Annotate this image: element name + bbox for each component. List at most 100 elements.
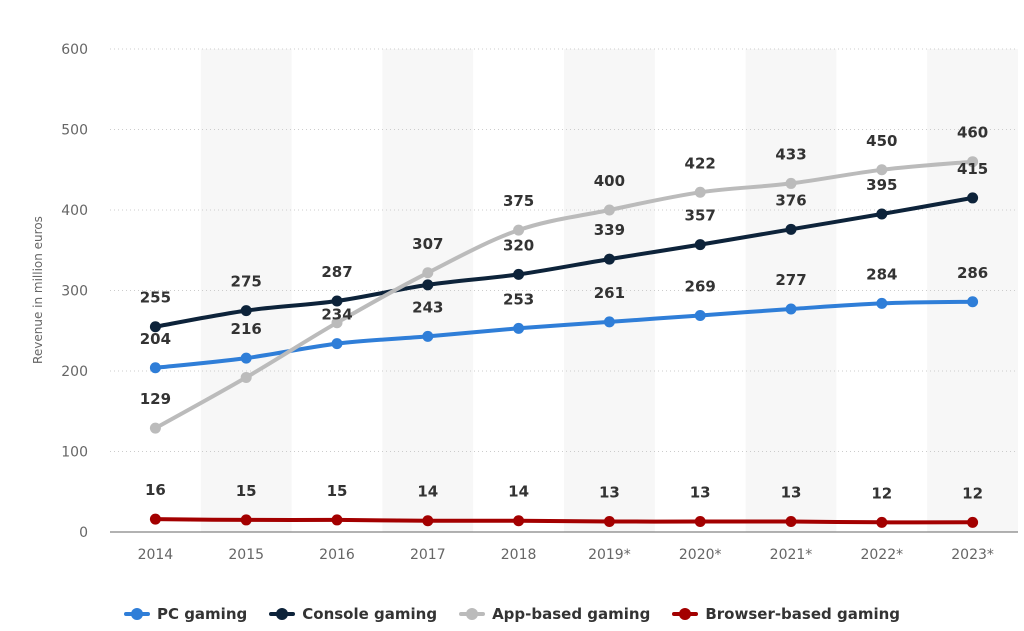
y-axis-ticks: 0 100 200 300 400 500 600 — [61, 42, 88, 541]
legend-item[interactable]: Console gaming — [269, 605, 437, 623]
series-group — [149, 156, 979, 434]
data-label: 287 — [321, 263, 352, 281]
data-point[interactable] — [967, 156, 979, 168]
data-label: 433 — [775, 145, 806, 163]
y-tick-label: 200 — [61, 364, 88, 380]
legend-swatch — [672, 607, 699, 621]
y-tick-label: 600 — [61, 42, 88, 58]
series-group — [149, 192, 979, 333]
series-line — [153, 517, 975, 525]
data-label: 12 — [871, 484, 892, 502]
y-axis-title: Revenue in million euros — [31, 216, 45, 364]
series-line — [153, 159, 975, 431]
data-point[interactable] — [331, 514, 343, 526]
x-axis-ticks: 2014 2015 2016 2017 2018 2019* 2020* 2021* 2022*… — [138, 547, 994, 563]
data-point[interactable] — [240, 371, 252, 383]
data-point[interactable] — [331, 295, 343, 307]
data-label: 375 — [503, 192, 534, 210]
data-point[interactable] — [513, 322, 525, 334]
data-point[interactable] — [331, 338, 343, 350]
legend-label: PC gaming — [156, 605, 248, 623]
data-point[interactable] — [513, 515, 525, 527]
data-point[interactable] — [785, 303, 797, 315]
data-point[interactable] — [967, 516, 979, 528]
legend-swatch-dot — [276, 608, 289, 620]
x-tick-label: 2019* — [588, 547, 631, 563]
data-label: 307 — [412, 235, 443, 253]
data-label: 284 — [866, 265, 897, 283]
legend-item[interactable]: Browser-based gaming — [672, 605, 900, 623]
data-point[interactable] — [876, 208, 888, 220]
data-label: 216 — [231, 320, 262, 338]
data-point[interactable] — [603, 253, 615, 265]
gridlines — [110, 48, 1018, 533]
data-point[interactable] — [240, 352, 252, 364]
data-label: 204 — [140, 330, 171, 348]
data-point[interactable] — [422, 330, 434, 342]
data-label: 286 — [957, 264, 988, 282]
data-point[interactable] — [603, 204, 615, 216]
x-tick-label: 2014 — [138, 547, 174, 563]
legend: PC gaming Console gaming App-based gaming B… — [0, 600, 1024, 628]
data-point[interactable] — [603, 316, 615, 328]
legend-label: App-based gaming — [492, 605, 651, 623]
legend-item[interactable]: PC gaming — [123, 605, 248, 623]
data-point[interactable] — [876, 297, 888, 309]
x-tick-label: 2020* — [679, 547, 722, 563]
data-labels: 204 216 234 243 253 261 269 277 284 286 255 275 287 3… — [140, 124, 989, 503]
x-tick-label: 2023* — [951, 547, 994, 563]
legend-swatch — [459, 607, 486, 621]
y-tick-label: 0 — [79, 525, 88, 541]
data-point[interactable] — [513, 224, 525, 236]
x-tick-label: 2018 — [501, 547, 537, 563]
data-point[interactable] — [240, 305, 252, 317]
data-point[interactable] — [149, 362, 161, 374]
data-point[interactable] — [694, 516, 706, 528]
data-point[interactable] — [240, 514, 252, 526]
data-point[interactable] — [422, 515, 434, 527]
legend-swatch-dot — [679, 608, 692, 620]
data-point[interactable] — [149, 321, 161, 333]
data-point[interactable] — [603, 516, 615, 528]
data-point[interactable] — [422, 279, 434, 291]
data-label: 234 — [321, 306, 352, 324]
data-point[interactable] — [694, 239, 706, 251]
data-label: 422 — [685, 154, 716, 172]
legend-item[interactable]: App-based gaming — [459, 605, 650, 623]
data-label: 261 — [594, 284, 625, 302]
data-label: 400 — [594, 172, 625, 190]
x-tick-label: 2015 — [228, 547, 264, 563]
data-point[interactable] — [694, 309, 706, 321]
data-label: 320 — [503, 236, 534, 254]
data-label: 13 — [781, 484, 802, 502]
data-point[interactable] — [331, 317, 343, 329]
x-tick-label: 2022* — [860, 547, 903, 563]
data-point[interactable] — [149, 422, 161, 434]
data-point[interactable] — [785, 223, 797, 235]
data-label: 13 — [690, 484, 711, 502]
data-label: 255 — [140, 289, 171, 307]
data-label: 275 — [231, 273, 262, 291]
data-label: 16 — [145, 481, 166, 499]
data-point[interactable] — [149, 513, 161, 525]
data-label: 460 — [957, 124, 988, 142]
column-band — [564, 49, 655, 532]
data-label: 129 — [140, 390, 171, 408]
data-point[interactable] — [785, 516, 797, 528]
line-chart: 0 100 200 300 400 500 600 2014 2015 2016 2017 2018… — [31, 42, 1018, 563]
data-point[interactable] — [967, 192, 979, 204]
data-point[interactable] — [967, 296, 979, 308]
data-point[interactable] — [513, 268, 525, 280]
data-point[interactable] — [876, 164, 888, 176]
data-point[interactable] — [876, 516, 888, 528]
x-tick-label: 2017 — [410, 547, 446, 563]
data-point[interactable] — [422, 267, 434, 279]
legend-label: Browser-based gaming — [705, 605, 901, 623]
series-line — [153, 195, 975, 329]
data-point[interactable] — [694, 186, 706, 198]
data-point[interactable] — [785, 177, 797, 189]
data-label: 395 — [866, 176, 897, 194]
data-label: 12 — [962, 484, 983, 502]
legend-swatch-dot — [130, 608, 143, 620]
data-label: 269 — [685, 277, 716, 295]
